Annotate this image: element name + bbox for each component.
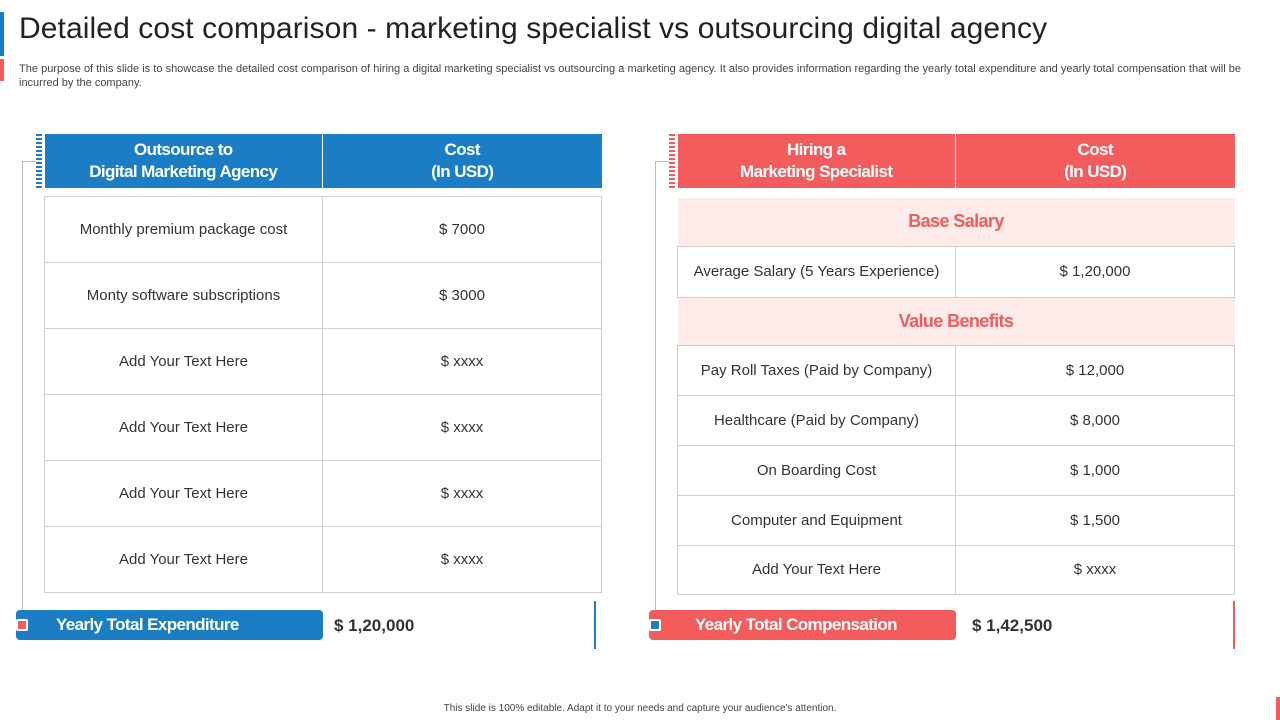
specialist-header-line1: Hiring a [787,140,846,159]
agency-cost-header-line2: (In USD) [431,162,494,181]
subtitle-accent-bar [0,59,4,81]
page-subtitle: The purpose of this slide is to showcase… [19,63,1241,89]
yearly-total-compensation-value: $ 1,42,500 [972,616,1053,635]
left-header-decoration [36,134,42,188]
total-expenditure-text: Yearly Total Expenditure [56,615,239,634]
row-cost: $ xxxx [955,544,1235,595]
agency-header-line1: Outsource to [133,140,233,159]
base-salary-section: Base Salary [677,198,1235,246]
specialist-header-cell: Hiring a Marketing Specialist [677,134,956,188]
right-total-divider [1233,601,1235,649]
footer-note: This slide is 100% editable. Adapt it to… [443,703,837,714]
row-item: Monthly premium package cost [44,196,323,263]
agency-cost-table: Outsource to Digital Marketing Agency Co… [44,134,602,593]
table-row: Monty software subscriptions $ 3000 [44,262,602,329]
table-row: Computer and Equipment $ 1,500 [677,494,1235,546]
agency-cost-header-line1: Cost [444,140,481,159]
table-row: Add Your Text Here $ xxxx [677,544,1235,595]
value-benefits-section: Value Benefits [677,297,1235,345]
page-title: Detailed cost comparison - marketing spe… [19,12,1048,45]
row-cost: $ 3000 [322,262,602,329]
row-cost: $ xxxx [322,460,602,527]
row-item: Average Salary (5 Years Experience) [677,245,956,298]
yearly-total-expenditure-label: Yearly Total Expenditure [16,610,323,640]
agency-cost-header-cell: Cost (In USD) [322,134,602,188]
row-cost: $ 1,500 [955,494,1235,546]
agency-header-cell: Outsource to Digital Marketing Agency [44,134,323,188]
specialist-cost-header-line1: Cost [1077,140,1114,159]
specialist-cost-header-cell: Cost (In USD) [955,134,1235,188]
right-bracket-line [655,161,672,611]
total-marker-icon [16,619,28,631]
row-cost: $ 7000 [322,196,602,263]
table-row: Add Your Text Here $ xxxx [44,394,602,461]
row-cost: $ xxxx [322,328,602,395]
row-cost: $ xxxx [322,394,602,461]
row-item: Healthcare (Paid by Company) [677,394,956,446]
left-total-divider [594,601,596,649]
table-row: On Boarding Cost $ 1,000 [677,444,1235,496]
right-header-decoration [669,134,675,188]
title-accent-bar [0,12,4,56]
section-row: Value Benefits [677,297,1235,345]
corner-accent [1276,697,1280,720]
table-row: Monthly premium package cost $ 7000 [44,196,602,263]
row-item: On Boarding Cost [677,444,956,496]
yearly-total-expenditure-value: $ 1,20,000 [334,616,415,635]
row-item: Add Your Text Here [44,526,323,593]
left-bracket-line [22,161,39,611]
row-item: Pay Roll Taxes (Paid by Company) [677,344,956,396]
table-row: Healthcare (Paid by Company) $ 8,000 [677,394,1235,446]
table-row: Pay Roll Taxes (Paid by Company) $ 12,00… [677,344,1235,396]
row-item: Add Your Text Here [44,460,323,527]
row-item: Add Your Text Here [44,328,323,395]
table-row: Add Your Text Here $ xxxx [44,526,602,593]
row-cost: $ 8,000 [955,394,1235,446]
agency-header-line2: Digital Marketing Agency [89,162,278,181]
row-cost: $ 12,000 [955,344,1235,396]
table-row: Add Your Text Here $ xxxx [44,328,602,395]
row-item: Add Your Text Here [677,544,956,595]
table-spacer [45,188,602,197]
row-cost: $ 1,20,000 [955,245,1235,298]
row-item: Computer and Equipment [677,494,956,546]
total-marker-icon [649,619,661,631]
yearly-total-compensation-label: Yearly Total Compensation [649,610,956,640]
total-compensation-text: Yearly Total Compensation [695,615,898,634]
section-row: Base Salary [677,198,1235,246]
specialist-header-line2: Marketing Specialist [740,162,893,181]
specialist-cost-table: Hiring a Marketing Specialist Cost (In U… [677,134,1235,595]
row-item: Monty software subscriptions [44,262,323,329]
row-item: Add Your Text Here [44,394,323,461]
table-row: Average Salary (5 Years Experience) $ 1,… [677,245,1235,298]
row-cost: $ xxxx [322,526,602,593]
row-cost: $ 1,000 [955,444,1235,496]
table-row: Add Your Text Here $ xxxx [44,460,602,527]
specialist-cost-header-line2: (In USD) [1064,162,1127,181]
table-spacer [678,188,1235,198]
